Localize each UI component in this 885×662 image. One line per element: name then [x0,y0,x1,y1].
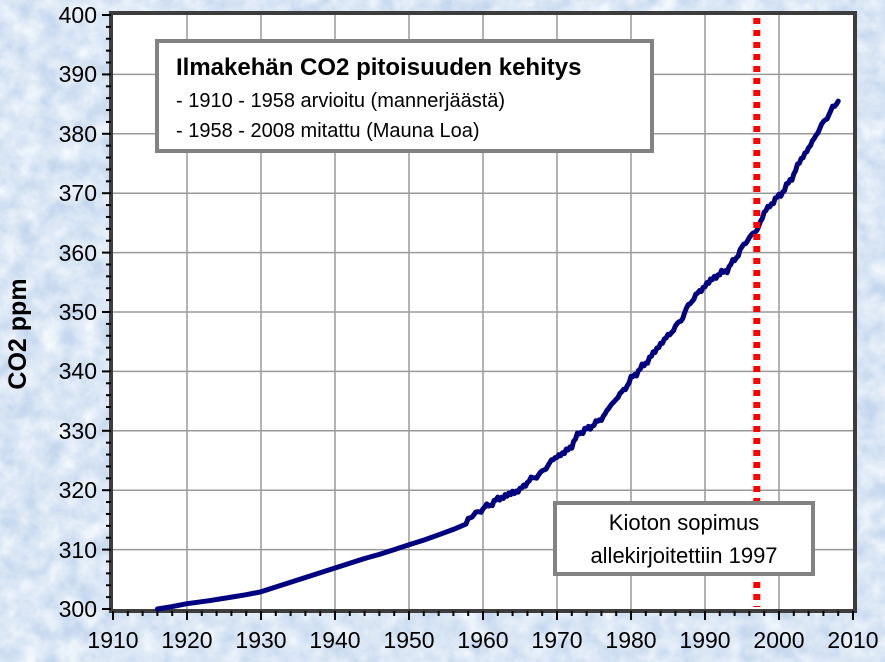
y-tick-label: 350 [58,299,97,325]
x-tick-label: 1960 [457,627,509,653]
y-axis-title: CO2 ppm [4,278,32,390]
kyoto-annotation-line-2: allekirjoitettiin 1997 [590,542,778,568]
kyoto-annotation-line-1: Kioton sopimus [608,509,760,535]
y-tick-label: 320 [58,477,97,504]
x-tick-label: 1920 [161,627,213,653]
y-tick-label: 370 [58,180,97,207]
co2-series-line [154,98,841,612]
x-tick-label: 1980 [605,627,657,653]
x-tick-label: 1950 [383,627,435,653]
y-tick-label: 390 [58,61,97,88]
y-tick-label: 380 [58,120,97,147]
chart-title-box: Ilmakehän CO2 pitoisuuden kehitys - 1910… [155,39,654,153]
y-tick-label: 330 [58,417,97,444]
y-tick-label: 310 [58,536,97,563]
chart-title: Ilmakehän CO2 pitoisuuden kehitys [176,54,582,81]
x-tick-label: 1940 [309,627,361,653]
x-tick-label: 1970 [531,627,583,653]
y-tick-label: 400 [58,2,97,28]
kyoto-annotation-box: Kioton sopimus allekirjoitettiin 1997 [553,501,815,576]
y-tick-label: 300 [58,596,97,622]
y-tick-label: 360 [58,239,97,266]
chart-subtitle-line-2: - 1958 - 2008 mitattu (Mauna Loa) [176,120,480,142]
x-tick-label: 1930 [235,627,287,653]
x-tick-label: 1990 [679,627,731,653]
x-tick-label: 1910 [87,627,139,653]
y-tick-label: 340 [58,358,97,385]
chart-subtitle-line-1: - 1910 - 1958 arvioitu (mannerjäästä) [176,90,506,112]
x-tick-label: 2000 [753,627,805,653]
x-tick-label: 2010 [827,627,879,653]
